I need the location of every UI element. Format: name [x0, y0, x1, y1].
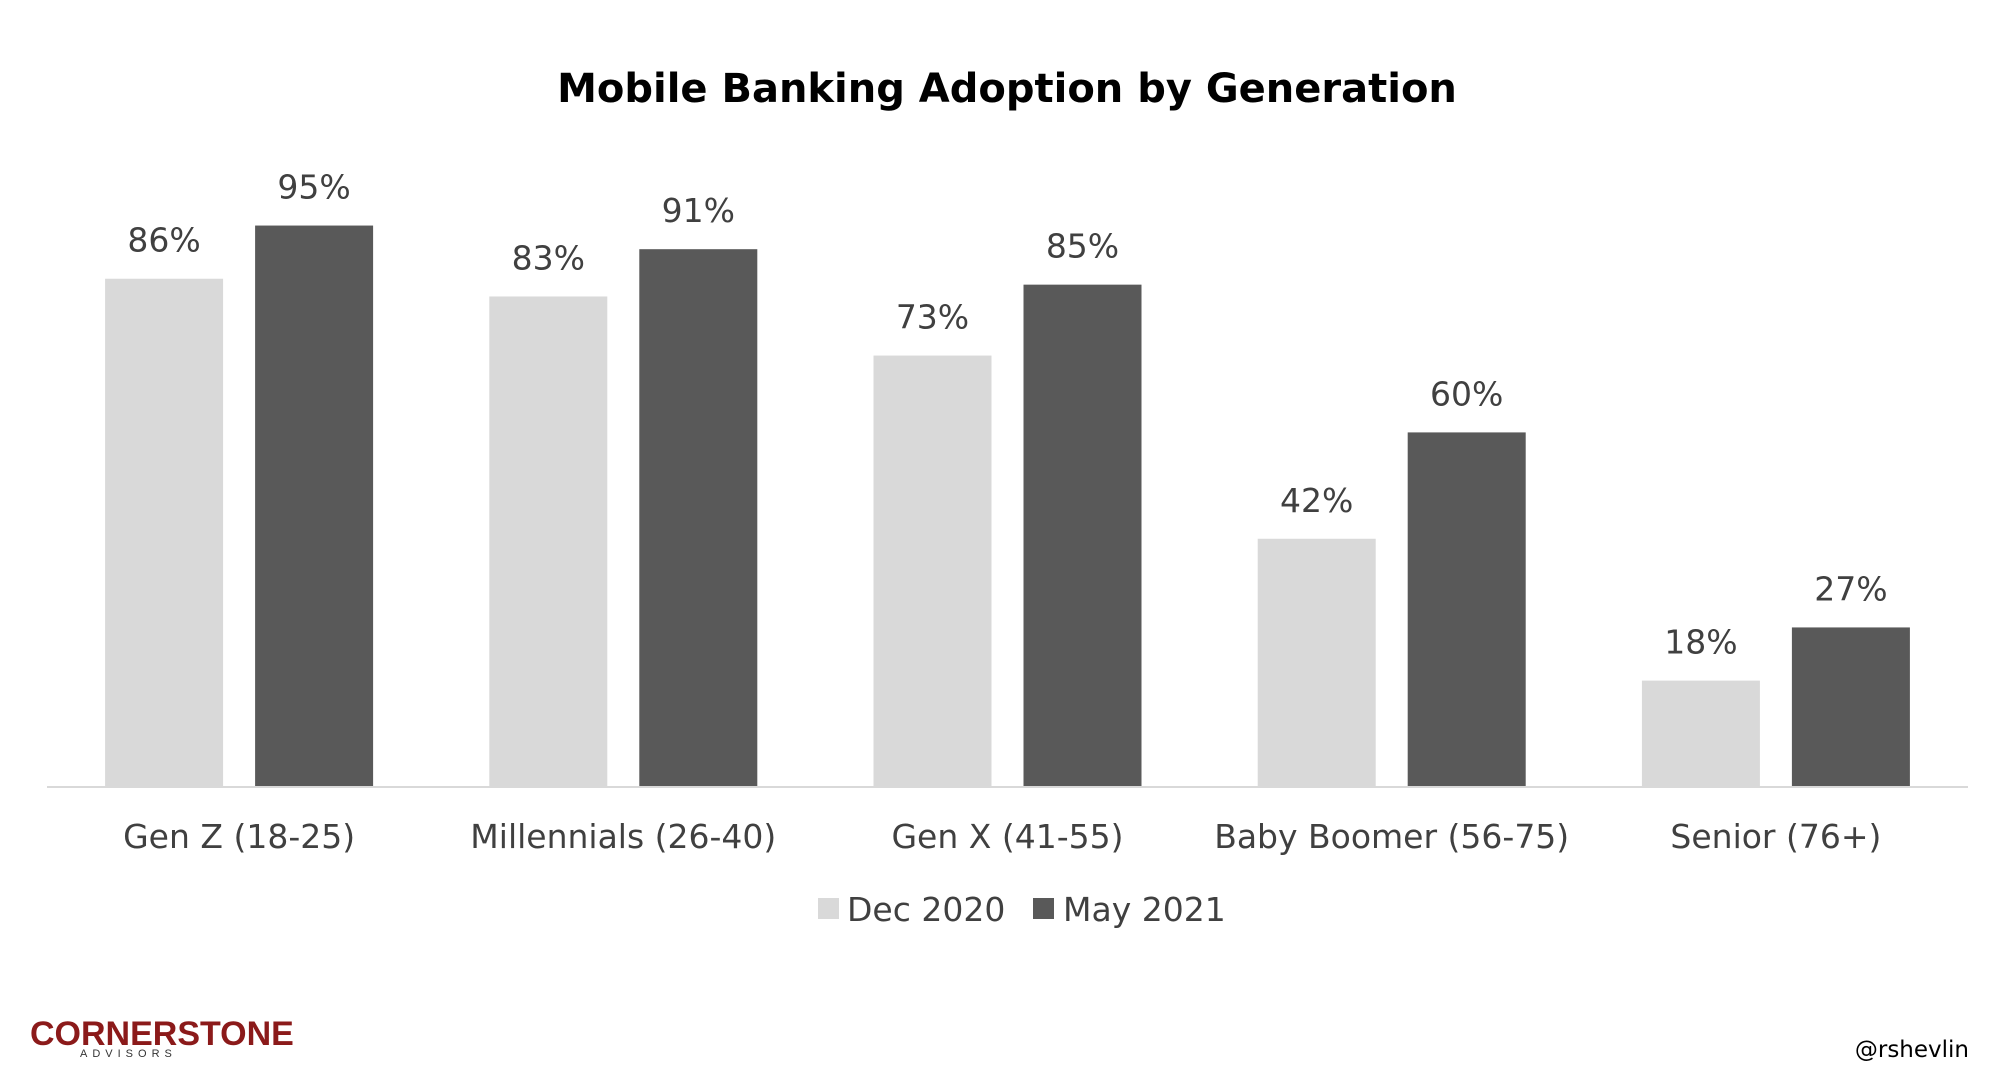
bar-dec-2020-4 — [1641, 680, 1760, 787]
data-label-may-2021-3: 60% — [1430, 374, 1503, 413]
legend-label-dec-2020: Dec 2020 — [847, 890, 1005, 929]
legend-swatch-may-2021 — [1033, 898, 1054, 919]
bar-may-2021-1 — [639, 249, 758, 787]
bar-may-2021-4 — [1791, 627, 1910, 787]
category-label-4: Senior (76+) — [1670, 817, 1881, 856]
bar-dec-2020-0 — [105, 278, 224, 787]
data-label-dec-2020-3: 42% — [1280, 481, 1353, 520]
bar-may-2021-0 — [255, 225, 374, 788]
data-label-dec-2020-0: 86% — [127, 221, 200, 260]
data-label-may-2021-4: 27% — [1814, 569, 1887, 608]
bars-layer — [105, 225, 1910, 788]
logo-wordmark: CORNERSTONE — [30, 1015, 294, 1053]
category-label-0: Gen Z (18-25) — [123, 817, 355, 856]
data-label-dec-2020-1: 83% — [512, 238, 585, 277]
bar-dec-2020-2 — [873, 355, 992, 787]
cornerstone-logo: CORNERSTONE ADVISORS — [30, 1015, 294, 1060]
legend-swatch-dec-2020 — [818, 898, 839, 919]
bar-dec-2020-1 — [489, 296, 608, 787]
data-label-may-2021-2: 85% — [1046, 227, 1119, 266]
twitter-handle: @rshevlin — [1855, 1037, 1969, 1063]
category-label-2: Gen X (41-55) — [891, 817, 1123, 856]
category-label-3: Baby Boomer (56-75) — [1214, 817, 1569, 856]
legend-label-may-2021: May 2021 — [1063, 890, 1226, 929]
category-labels-layer: Gen Z (18-25) Millennials (26-40) Gen X (4… — [123, 817, 1881, 856]
data-label-may-2021-0: 95% — [277, 168, 350, 207]
logo-subtitle: ADVISORS — [80, 1048, 177, 1060]
bar-may-2021-2 — [1023, 284, 1142, 787]
bar-may-2021-3 — [1407, 432, 1526, 787]
data-label-dec-2020-2: 73% — [896, 298, 969, 337]
bar-dec-2020-3 — [1257, 538, 1376, 787]
data-labels-layer: 86% 95% 83% 91% 73% 85% 42% 60% 18% 27% — [127, 168, 1887, 662]
category-label-1: Millennials (26-40) — [470, 817, 776, 856]
legend: Dec 2020 May 2021 — [818, 890, 1226, 929]
chart-title: Mobile Banking Adoption by Generation — [557, 66, 1457, 112]
data-label-dec-2020-4: 18% — [1664, 623, 1737, 662]
data-label-may-2021-1: 91% — [662, 191, 735, 230]
